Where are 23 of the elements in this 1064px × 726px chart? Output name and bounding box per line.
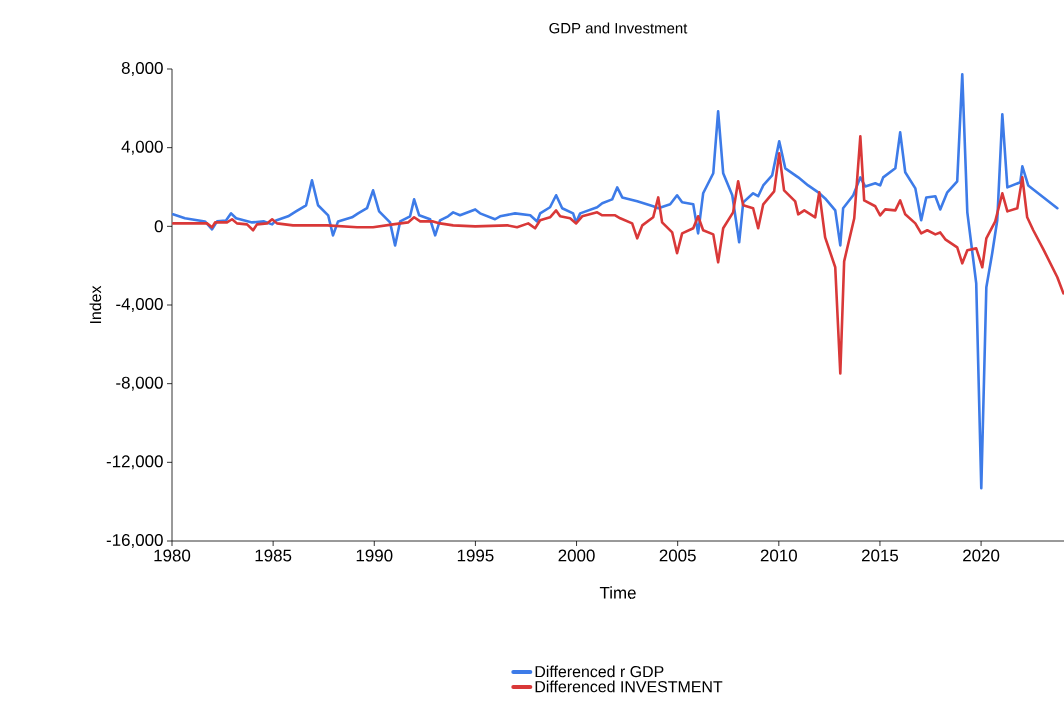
- y-tick-label: -4,000: [116, 298, 163, 312]
- line-series: [172, 134, 1064, 375]
- x-tick-label: 2005: [659, 549, 696, 562]
- y-tick-label: 0: [154, 220, 163, 233]
- x-tick-label: 2020: [963, 549, 1000, 562]
- x-tick-label: 2000: [558, 549, 595, 562]
- y-tick-label: -16,000: [106, 534, 163, 548]
- y-tick-label: 8,000: [121, 62, 163, 76]
- y-tick-label: -12,000: [106, 455, 163, 470]
- x-axis-title: Time: [599, 586, 636, 599]
- line-series: [172, 73, 1059, 490]
- legend-label: Differenced r GDP: [535, 665, 664, 678]
- legend-label: Differenced INVESTMENT: [535, 680, 723, 693]
- chart-title: GDP and Investment: [549, 22, 688, 34]
- y-tick-label: 4,000: [121, 140, 163, 155]
- x-tick-label: 1990: [356, 549, 393, 562]
- y-axis-title: Index: [89, 285, 102, 324]
- x-tick-label: 2015: [861, 549, 899, 562]
- x-tick-label: 2010: [760, 549, 797, 562]
- x-tick-label: 1980: [154, 549, 191, 562]
- y-tick-label: -8,000: [116, 376, 163, 391]
- x-tick-label: 1995: [457, 549, 494, 562]
- x-tick-label: 1985: [255, 549, 292, 562]
